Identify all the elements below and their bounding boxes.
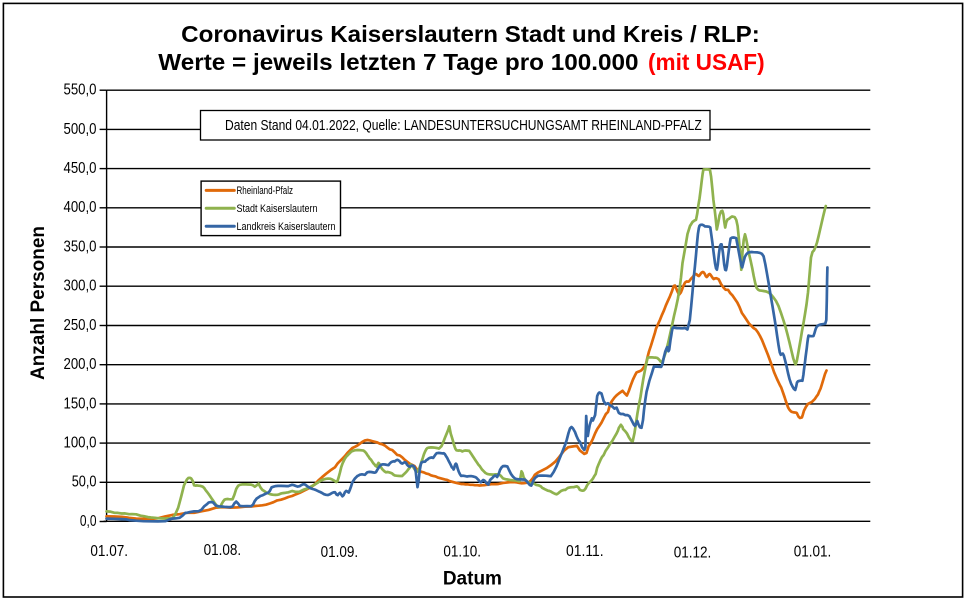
svg-text:01.12.: 01.12. (674, 544, 712, 561)
svg-text:50,0: 50,0 (72, 474, 97, 491)
svg-text:01.07.: 01.07. (90, 543, 128, 560)
svg-text:Stadt Kaiserslautern: Stadt Kaiserslautern (237, 203, 318, 215)
svg-text:01.09.: 01.09. (321, 544, 359, 561)
svg-text:200,0: 200,0 (64, 356, 97, 373)
svg-text:500,0: 500,0 (64, 121, 97, 138)
svg-text:(mit USAF): (mit USAF) (648, 49, 765, 75)
svg-text:01.11.: 01.11. (566, 543, 604, 560)
svg-text:Daten Stand 04.01.2022, Quelle: Daten Stand 04.01.2022, Quelle: LANDESUN… (225, 118, 702, 134)
svg-text:Anzahl Personen: Anzahl Personen (28, 226, 49, 380)
svg-text:0,0: 0,0 (80, 513, 97, 530)
svg-text:300,0: 300,0 (64, 278, 97, 295)
svg-text:01.10.: 01.10. (443, 543, 481, 560)
svg-text:350,0: 350,0 (64, 238, 97, 255)
svg-text:01.01.: 01.01. (794, 544, 832, 561)
svg-text:250,0: 250,0 (64, 317, 97, 334)
svg-text:Datum: Datum (443, 569, 502, 590)
svg-text:100,0: 100,0 (64, 435, 97, 452)
svg-text:Rheinland-Pfalz: Rheinland-Pfalz (237, 185, 294, 197)
svg-text:01.08.: 01.08. (204, 542, 242, 559)
svg-text:Landkreis Kaiserslautern: Landkreis Kaiserslautern (237, 221, 336, 233)
svg-text:450,0: 450,0 (64, 160, 97, 177)
svg-text:150,0: 150,0 (64, 395, 97, 412)
svg-text:400,0: 400,0 (64, 199, 97, 216)
svg-text:550,0: 550,0 (64, 82, 97, 99)
svg-text:Werte = jeweils letzten 7 Tage: Werte = jeweils letzten 7 Tage pro 100.0… (158, 49, 638, 75)
svg-text:Coronavirus Kaiserslautern Sta: Coronavirus Kaiserslautern Stadt und Kre… (181, 21, 760, 47)
